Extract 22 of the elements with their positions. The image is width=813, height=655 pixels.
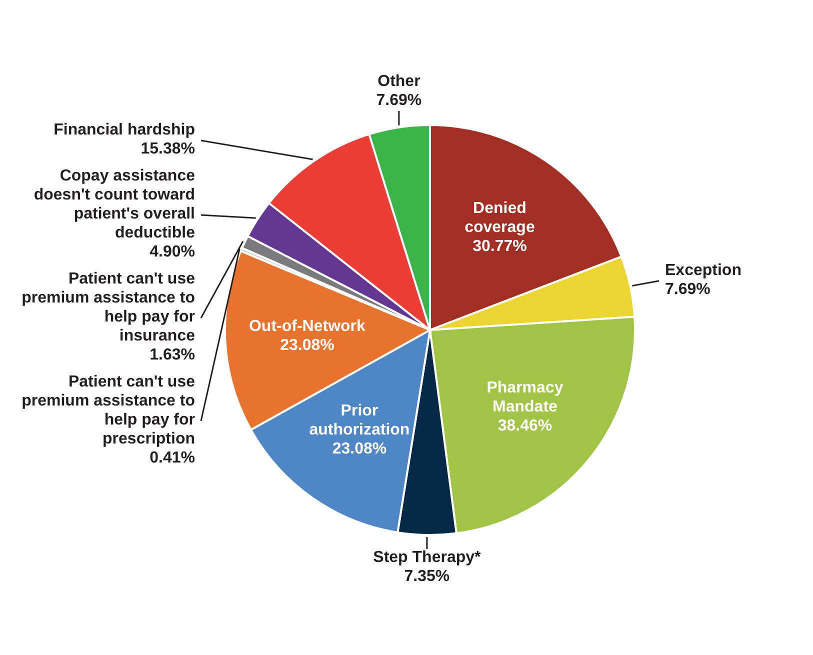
slice-label: Denied coverage xyxy=(464,200,535,236)
slice-label: Other xyxy=(378,73,420,90)
data-label: 1.63% xyxy=(150,346,195,364)
data-label: 4.90% xyxy=(150,243,195,260)
slice-label: Exception xyxy=(665,262,742,279)
data-label: 23.08% xyxy=(332,440,387,458)
slice-label: Step Therapy* xyxy=(373,549,482,566)
data-label: 30.77% xyxy=(472,238,527,256)
slice-label: Patient can't use premium assistance to help pay for insurance xyxy=(22,270,196,344)
slice-label: Copay assistance doesn't count toward patient's overall deductible xyxy=(34,167,196,242)
slice-label: Financial hardship xyxy=(54,121,196,138)
data-label: 23.08% xyxy=(280,336,334,354)
slice-label: Prior authorization xyxy=(309,402,410,438)
slice-label: Patient can't use premium assistance to help pay for prescription xyxy=(22,373,196,448)
data-label: 38.46% xyxy=(498,418,552,435)
data-label: 7.35% xyxy=(404,568,450,585)
slice-label: Pharmacy Mandate xyxy=(486,380,564,416)
slice-label: Out-of-Network xyxy=(248,318,366,335)
data-label: 7.69% xyxy=(376,92,422,109)
data-label: 15.38% xyxy=(140,140,195,158)
data-label: 0.41% xyxy=(150,449,195,466)
data-label: 7.69% xyxy=(665,280,710,298)
